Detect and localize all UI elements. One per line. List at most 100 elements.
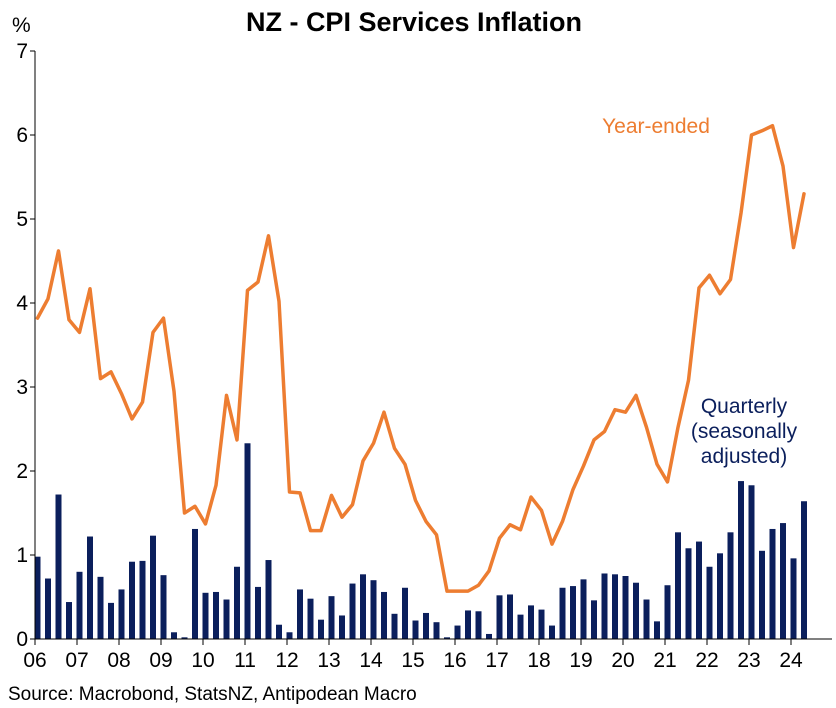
x-tick-label: 14	[359, 649, 383, 672]
quarterly-bar	[97, 576, 104, 639]
y-tick-label: 4	[16, 292, 28, 315]
quarterly-bar	[87, 536, 93, 639]
y-tick-label: 5	[16, 208, 28, 231]
quarterly-bar	[244, 443, 251, 639]
quarterly-bar	[192, 528, 198, 639]
quarterly-bar	[108, 602, 114, 639]
quarterly-bar	[706, 566, 713, 639]
x-tick-label: 23	[737, 649, 760, 672]
quarterly-bar	[55, 494, 62, 639]
quarterly-bar	[517, 614, 524, 639]
x-tick-label: 11	[234, 649, 256, 672]
quarterly-bar	[612, 574, 618, 639]
x-tick-label: 22	[695, 649, 718, 672]
x-tick-label: 06	[23, 649, 46, 672]
quarterly-bar	[496, 595, 503, 639]
quarterly-bar	[633, 582, 639, 639]
y-tick-label: 0	[16, 628, 28, 651]
quarterly-bar	[465, 610, 471, 639]
quarterly-bar	[297, 589, 303, 639]
quarterly-bar	[349, 583, 356, 639]
quarterly-bar	[591, 600, 597, 639]
x-tick-label: 16	[443, 649, 466, 672]
quarterly-bar	[328, 596, 335, 639]
y-tick-label: 1	[16, 544, 28, 567]
quarterly-bar	[265, 560, 272, 639]
quarterly-bar	[381, 591, 387, 639]
quarterly-bar	[45, 578, 51, 639]
x-tick-label: 17	[485, 649, 508, 672]
quarterly-bar	[412, 620, 419, 639]
quarterly-bar	[601, 573, 608, 639]
quarterly-bar	[202, 592, 209, 639]
quarterly-bar	[307, 598, 314, 639]
quarterly-bar	[234, 566, 240, 639]
x-tick-label: 15	[401, 649, 424, 672]
quarterly-bar	[34, 556, 41, 639]
quarterly-label-line-1: Quarterly	[701, 395, 788, 418]
y-tick-label: 3	[16, 376, 28, 399]
y-tick-label: 2	[16, 460, 28, 483]
quarterly-bar	[118, 589, 125, 639]
x-tick-label: 19	[569, 649, 592, 672]
quarterly-bar	[150, 535, 156, 639]
quarterly-bar	[538, 609, 545, 639]
year-ended-label: Year-ended	[602, 115, 710, 138]
quarterly-bar	[549, 625, 555, 639]
quarterly-bar	[286, 632, 293, 639]
quarterly-bar	[780, 523, 786, 639]
quarterly-bar	[276, 624, 282, 639]
quarterly-bar	[486, 633, 492, 639]
quarterly-bar	[171, 632, 177, 639]
x-tick-label: 07	[65, 649, 88, 672]
y-tick-label: 6	[16, 124, 28, 147]
x-tick-label: 09	[149, 649, 172, 672]
quarterly-bar	[759, 550, 765, 639]
quarterly-bar	[685, 548, 692, 639]
x-tick-label: 18	[527, 649, 550, 672]
quarterly-bar	[66, 602, 72, 639]
quarterly-bar	[402, 587, 408, 639]
quarterly-bar	[139, 560, 146, 639]
quarterly-bar	[507, 594, 513, 639]
quarterly-bar	[391, 613, 398, 639]
chart-title: NZ - CPI Services Inflation	[246, 7, 582, 37]
year-ended-series	[35, 124, 806, 593]
quarterly-bar	[790, 558, 797, 639]
quarterly-bar	[223, 599, 230, 639]
quarterly-bar	[696, 541, 702, 639]
quarterly-bar	[654, 621, 660, 639]
x-tick-label: 24	[779, 649, 803, 672]
quarterly-bar	[727, 532, 734, 639]
y-tick-label: 7	[16, 40, 28, 63]
quarterly-bar	[423, 612, 429, 639]
quarterly-bar	[717, 553, 723, 639]
quarterly-bar	[454, 625, 461, 639]
quarterly-bar	[213, 591, 219, 639]
quarterly-bar	[370, 580, 377, 639]
quarterly-bar	[160, 575, 167, 639]
quarterly-bar	[643, 599, 650, 639]
x-tick-label: 20	[611, 649, 634, 672]
quarterly-bar	[664, 585, 671, 639]
year-ended-line	[35, 124, 806, 593]
quarterly-bar	[339, 615, 345, 639]
x-tick-label: 08	[107, 649, 130, 672]
quarterly-bar	[570, 586, 576, 639]
quarterly-bar	[129, 561, 135, 639]
quarterly-bar	[433, 622, 440, 639]
quarterly-bar	[769, 528, 776, 639]
x-tick-label: 13	[317, 649, 340, 672]
quarterly-bar	[738, 481, 744, 639]
quarterly-bar	[528, 605, 534, 639]
x-tick-label: 21	[653, 649, 676, 672]
quarterly-bar	[748, 485, 755, 639]
x-axis: 06 07 08 09 10 11 12 13 14 15 16 17 18 19 20 21 22 23 24	[23, 639, 803, 672]
x-tick-label: 12	[275, 649, 298, 672]
source-note: Source: Macrobond, StatsNZ, Antipodean M…	[8, 684, 417, 705]
quarterly-bar	[622, 576, 629, 639]
quarterly-label-line-2: (seasonally	[691, 420, 798, 443]
quarterly-bar	[318, 619, 324, 639]
quarterly-bar	[360, 574, 366, 639]
